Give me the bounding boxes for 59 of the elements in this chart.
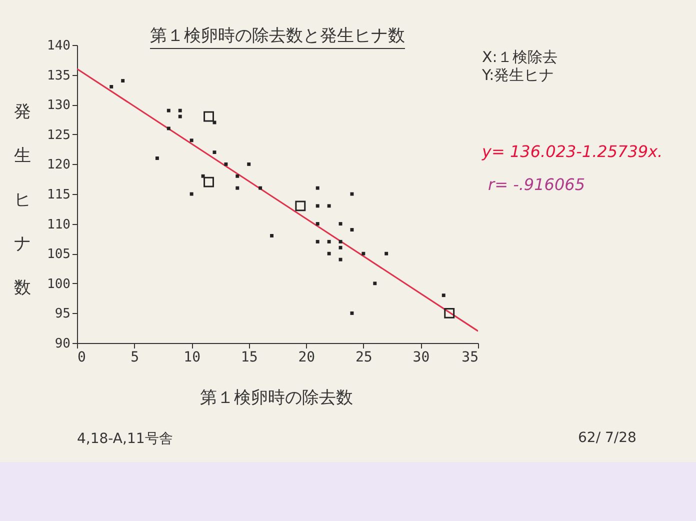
x-axis-title: 第１検卵時の除去数 (200, 387, 353, 409)
point (258, 186, 262, 190)
point (236, 186, 240, 190)
y-tick-label: 90 (54, 336, 70, 352)
point (236, 174, 240, 178)
y-tick-label: 115 (47, 188, 70, 202)
point (166, 126, 170, 130)
text: X:１検除去 (482, 48, 558, 67)
y-tick-label: 100 (47, 276, 70, 292)
point (121, 79, 125, 82)
y-tick-label: 130 (47, 98, 70, 114)
point (373, 282, 377, 286)
y-tick-label: 140 (47, 38, 70, 54)
point (444, 308, 455, 318)
x-tick-label: 20 (298, 350, 316, 366)
point (316, 222, 320, 226)
x-tick-label: 15 (240, 350, 258, 366)
point (350, 311, 354, 315)
point (155, 156, 159, 160)
x-tick-label: 25 (356, 350, 372, 366)
chart-title: 第１検卵時の除去数と発生ヒナ数 (150, 24, 405, 49)
point (204, 111, 214, 122)
point (204, 176, 214, 188)
text: Y:発生ヒナ (482, 66, 554, 85)
text: 4,18-A,11号舎 (77, 430, 173, 448)
text: y= 136.023-1.25739x. (482, 142, 663, 161)
x-tick-label: 30 (412, 350, 430, 366)
point (327, 252, 331, 256)
point (327, 204, 331, 208)
point (384, 252, 388, 256)
y-tick-label: 105 (47, 247, 70, 262)
y-tick-label: 125 (47, 128, 70, 143)
y-tick-label: 95 (54, 306, 70, 322)
point (190, 138, 194, 142)
point (316, 204, 320, 208)
x-tick-label: 0 (78, 350, 86, 366)
point (166, 108, 170, 112)
text: 62/ 7/28 (578, 430, 636, 446)
point (224, 162, 228, 166)
y-tick-label: 120 (47, 158, 70, 173)
point (327, 240, 331, 244)
text: 発生ヒナ数 (14, 102, 31, 298)
point (178, 108, 182, 112)
point (316, 186, 320, 190)
x-tick-label: 5 (130, 350, 140, 366)
text: r= -.916065 (488, 175, 586, 194)
x-tick-label: 35 (462, 350, 478, 366)
point (362, 252, 366, 256)
point (270, 234, 274, 238)
point (178, 114, 182, 118)
point (110, 84, 114, 88)
y-tick-label: 135 (47, 68, 70, 84)
point (247, 162, 251, 166)
point (295, 200, 306, 212)
point (350, 228, 354, 232)
y-tick-label: 110 (47, 217, 70, 232)
x-tick-label: 10 (184, 350, 200, 366)
point (316, 240, 320, 244)
point (442, 294, 446, 298)
